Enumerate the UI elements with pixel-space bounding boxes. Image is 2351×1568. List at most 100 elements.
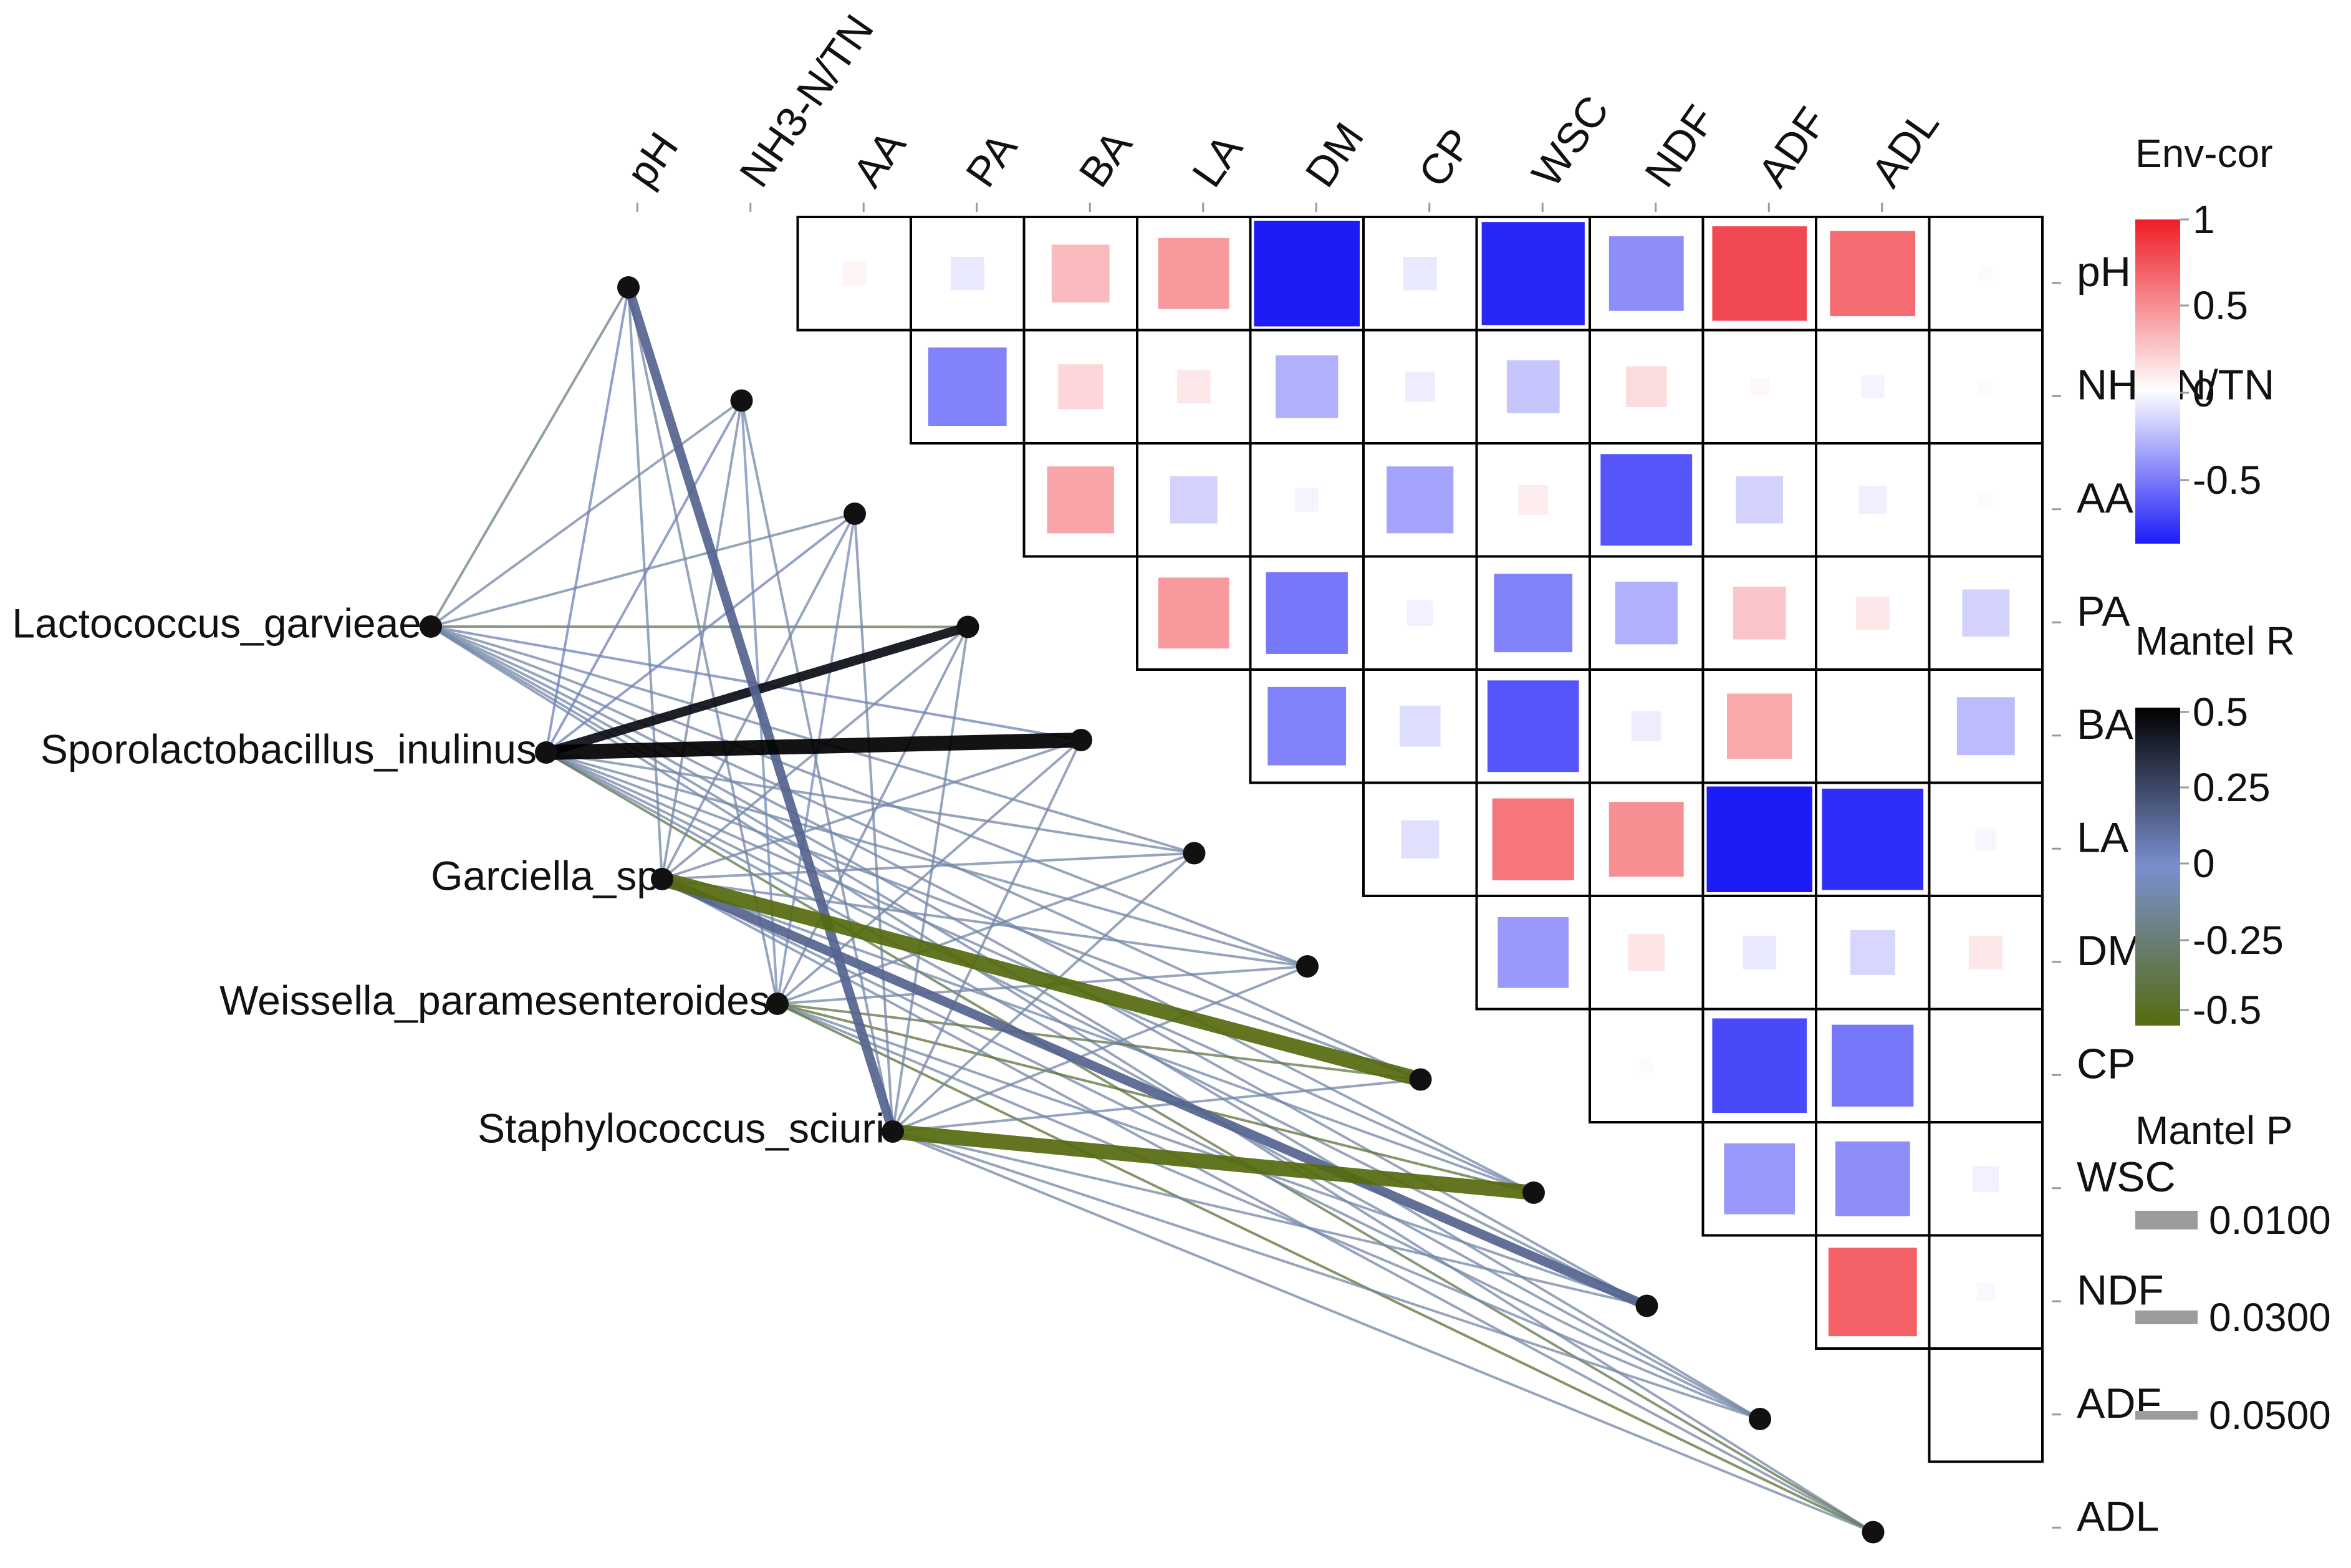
corr-square-aa-wsc bbox=[1600, 454, 1693, 546]
target-node-la bbox=[1183, 842, 1206, 865]
species-node-staphylococcus-sciuri bbox=[882, 1120, 904, 1143]
corr-square-nh3-n-tn-dm bbox=[1405, 372, 1435, 402]
corr-square-ba-ndf bbox=[1727, 693, 1792, 759]
mantel-link-sporolactobacillus-inulinus-dm bbox=[545, 751, 1309, 968]
legend-label-mantel-r: 0.5 bbox=[2193, 690, 2248, 734]
grid-cell-aa-adl bbox=[1928, 442, 2044, 558]
mantel-link-lactococcus-garvieae-ndf bbox=[430, 625, 1648, 1307]
corr-square-ba-cp bbox=[1487, 680, 1579, 772]
row-label-ph: pH bbox=[2077, 248, 2131, 296]
mantel-link-staphylococcus-sciuri-cp bbox=[892, 1078, 1422, 1133]
legend-bar-env-cor bbox=[2135, 219, 2180, 544]
mantel-link-garciella-sp-wsc bbox=[661, 878, 1535, 1194]
corr-square-nh3-n-tn-ndf bbox=[1750, 377, 1769, 396]
row-label-ba: BA bbox=[2077, 701, 2133, 748]
species-node-lactococcus-garvieae bbox=[420, 615, 442, 638]
corr-square-wsc-adf bbox=[1835, 1141, 1910, 1216]
mantel-link-weissella-paramesenteroides-adl bbox=[776, 1003, 1875, 1534]
corr-square-la-wsc bbox=[1608, 802, 1684, 877]
corr-square-ndf-adf bbox=[1828, 1248, 1917, 1337]
mantel-link-sporolactobacillus-inulinus-cp bbox=[545, 751, 1422, 1081]
target-node-cp bbox=[1409, 1068, 1432, 1091]
corr-square-ba-wsc bbox=[1631, 711, 1661, 741]
mantel-link-lactococcus-garvieae-ph bbox=[430, 286, 630, 628]
col-label-ndf: NDF bbox=[1636, 97, 1724, 196]
mantel-link-garciella-sp-cp bbox=[655, 872, 1428, 1087]
corr-square-cp-adl bbox=[1984, 1064, 1988, 1068]
col-label-pa: PA bbox=[957, 124, 1027, 195]
mantel-link-garciella-sp-ph bbox=[627, 286, 663, 880]
corr-square-pa-adl bbox=[1962, 589, 2010, 637]
row-label-cp: CP bbox=[2077, 1040, 2135, 1087]
legend-label-mantel-r: 0.25 bbox=[2193, 765, 2271, 810]
mantel-link-lactococcus-garvieae-nh3-n-tn bbox=[430, 399, 743, 628]
mantel-links bbox=[430, 282, 1875, 1534]
mantel-link-staphylococcus-sciuri-adf bbox=[892, 1130, 1761, 1420]
corr-square-dm-adf bbox=[1850, 930, 1895, 975]
legend-title-env-cor: Env-cor bbox=[2135, 131, 2273, 176]
corr-square-la-ndf bbox=[1706, 786, 1812, 892]
mantel-link-staphylococcus-sciuri-ba bbox=[892, 739, 1082, 1133]
correlation-grid bbox=[796, 216, 2044, 1463]
corr-square-ph-wsc bbox=[1608, 236, 1684, 311]
legend-label-mantel-r: -0.5 bbox=[2193, 988, 2261, 1032]
mantel-link-staphylococcus-sciuri-la bbox=[892, 852, 1196, 1133]
species-label-lactococcus-garvieae: Lactococcus_garvieae bbox=[12, 600, 421, 646]
mantel-link-sporolactobacillus-inulinus-ph bbox=[545, 286, 630, 754]
mantel-link-sporolactobacillus-inulinus-adl bbox=[545, 751, 1875, 1534]
species-label-staphylococcus-sciuri: Staphylococcus_sciuri bbox=[478, 1105, 885, 1151]
col-label-adf: ADF bbox=[1749, 99, 1836, 196]
target-node-ph bbox=[617, 276, 640, 299]
col-label-la: LA bbox=[1183, 125, 1252, 195]
mantel-link-lactococcus-garvieae-wsc bbox=[430, 625, 1535, 1194]
corr-square-ph-ba bbox=[1158, 238, 1229, 309]
row-label-pa: PA bbox=[2077, 587, 2130, 635]
corr-square-nh3-n-tn-la bbox=[1276, 355, 1339, 418]
corr-square-aa-adf bbox=[1858, 486, 1887, 514]
target-node-adf bbox=[1749, 1408, 1771, 1430]
col-label-aa: AA bbox=[844, 122, 915, 195]
species-node-sporolactobacillus-inulinus bbox=[535, 741, 557, 764]
target-node-adl bbox=[1862, 1521, 1885, 1544]
corr-square-dm-adl bbox=[1969, 935, 2003, 969]
col-label-ba: BA bbox=[1070, 122, 1142, 195]
corr-square-nh3-n-tn-cp bbox=[1506, 360, 1560, 413]
col-label-cp: CP bbox=[1410, 120, 1482, 196]
mantel-link-garciella-sp-ba bbox=[661, 739, 1082, 880]
mantel-link-weissella-paramesenteroides-adf bbox=[776, 1003, 1761, 1420]
corr-square-wsc-ndf bbox=[1724, 1143, 1796, 1214]
corr-square-pa-la bbox=[1266, 572, 1348, 654]
target-node-ndf bbox=[1635, 1294, 1658, 1317]
species-label-sporolactobacillus-inulinus: Sporolactobacillus_inulinus bbox=[41, 726, 537, 772]
target-node-aa bbox=[844, 503, 866, 525]
mantel-nodes bbox=[420, 276, 1885, 1544]
mantel-link-weissella-paramesenteroides-ph bbox=[627, 286, 779, 1005]
row-label-aa: AA bbox=[2077, 474, 2133, 522]
mantel-link-staphylococcus-sciuri-ndf bbox=[892, 1130, 1648, 1307]
target-node-pa bbox=[956, 615, 979, 638]
mantel-link-staphylococcus-sciuri-adl bbox=[892, 1130, 1875, 1534]
corr-square-aa-cp bbox=[1518, 484, 1549, 515]
corr-square-pa-adf bbox=[1855, 596, 1890, 630]
corr-square-nh3-n-tn-aa bbox=[928, 347, 1007, 426]
corr-square-nh3-n-tn-pa bbox=[1058, 364, 1103, 410]
species-node-garciella-sp bbox=[651, 868, 673, 890]
legend-label-mantel-p: 0.0300 bbox=[2209, 1295, 2331, 1340]
corr-square-pa-ba bbox=[1158, 577, 1229, 649]
col-label-dm: DM bbox=[1296, 114, 1373, 195]
corr-square-ph-nh3-n-tn bbox=[842, 261, 867, 286]
corr-square-la-dm bbox=[1401, 820, 1440, 859]
mantel-link-lactococcus-garvieae-adf bbox=[430, 625, 1761, 1420]
corr-square-la-cp bbox=[1492, 798, 1574, 880]
legend-title-mantel-p: Mantel P bbox=[2135, 1108, 2293, 1153]
row-label-wsc: WSC bbox=[2077, 1153, 2176, 1201]
corr-square-cp-ndf bbox=[1712, 1018, 1807, 1113]
mantel-link-lactococcus-garvieae-adl bbox=[430, 625, 1875, 1534]
corr-square-nh3-n-tn-adl bbox=[1978, 379, 1994, 395]
corr-square-dm-wsc bbox=[1628, 934, 1665, 971]
corr-square-aa-la bbox=[1295, 488, 1319, 512]
corr-square-pa-cp bbox=[1494, 574, 1573, 653]
corr-square-adf-adl bbox=[1984, 1403, 1988, 1407]
target-node-dm bbox=[1296, 955, 1319, 978]
